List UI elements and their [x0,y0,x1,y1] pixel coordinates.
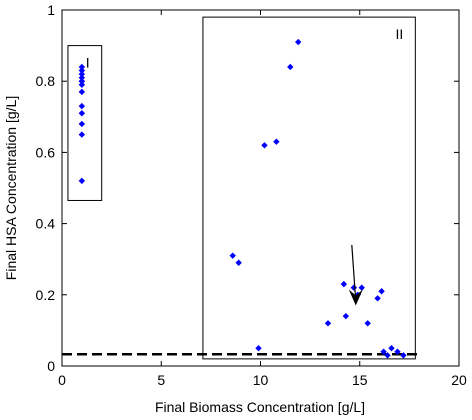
data-point [78,70,86,78]
data-point [235,259,242,266]
x-tick-label: 15 [352,372,368,388]
region-box-i [67,45,103,201]
plot-frame [61,9,460,367]
data-point [78,102,86,110]
y-tick-label: 1 [47,2,55,18]
data-point [78,81,86,88]
data-point [342,312,350,320]
data-point [378,288,385,295]
x-tick-label: 20 [451,372,467,388]
data-point [350,284,357,291]
y-tick-label: 0.2 [36,287,56,303]
data-point [229,252,236,259]
data-point [78,120,86,128]
data-point [394,348,401,355]
data-point [261,142,268,149]
data-point [78,110,86,117]
x-tick-labels: 0 5 10 15 20 [58,372,467,388]
regions: III [67,16,416,360]
region-label-i: I [86,55,90,71]
data-point [273,138,280,145]
data-point [380,348,387,355]
data-point [287,63,294,71]
x-tick-label: 0 [58,372,66,388]
data-points [78,38,407,359]
y-tick-label: 0 [47,358,55,374]
y-tick-labels: 0 0.2 0.4 0.6 0.8 1 [36,2,56,374]
data-point [78,74,86,81]
data-point [388,345,395,352]
x-tick-label: 5 [157,372,165,388]
region-box-ii [202,16,416,360]
data-point [255,345,262,352]
y-tick-label: 0.8 [36,73,56,89]
data-point [400,352,407,359]
y-tick-label: 0.6 [36,144,56,160]
data-point [358,284,365,291]
data-point [364,320,371,327]
data-point [384,352,391,359]
data-point [78,78,86,85]
region-label-ii: II [396,26,404,42]
x-tick-label: 10 [253,372,269,388]
data-point [78,88,86,96]
data-point [374,295,381,302]
y-axis-label: Final HSA Concentration [g/L] [3,96,19,280]
data-point [324,320,332,327]
data-point [295,38,302,46]
x-axis-label: Final Biomass Concentration [g/L] [155,399,365,415]
annotation-group [348,244,363,306]
data-point [78,131,86,138]
data-point [78,177,86,185]
data-point [78,63,86,71]
data-point [340,280,348,288]
grid-ticks [61,9,460,367]
y-tick-label: 0.4 [36,216,56,232]
annotation-arrow-head [348,289,363,306]
data-point [78,67,86,74]
annotation-arrow-shaft [351,244,357,302]
